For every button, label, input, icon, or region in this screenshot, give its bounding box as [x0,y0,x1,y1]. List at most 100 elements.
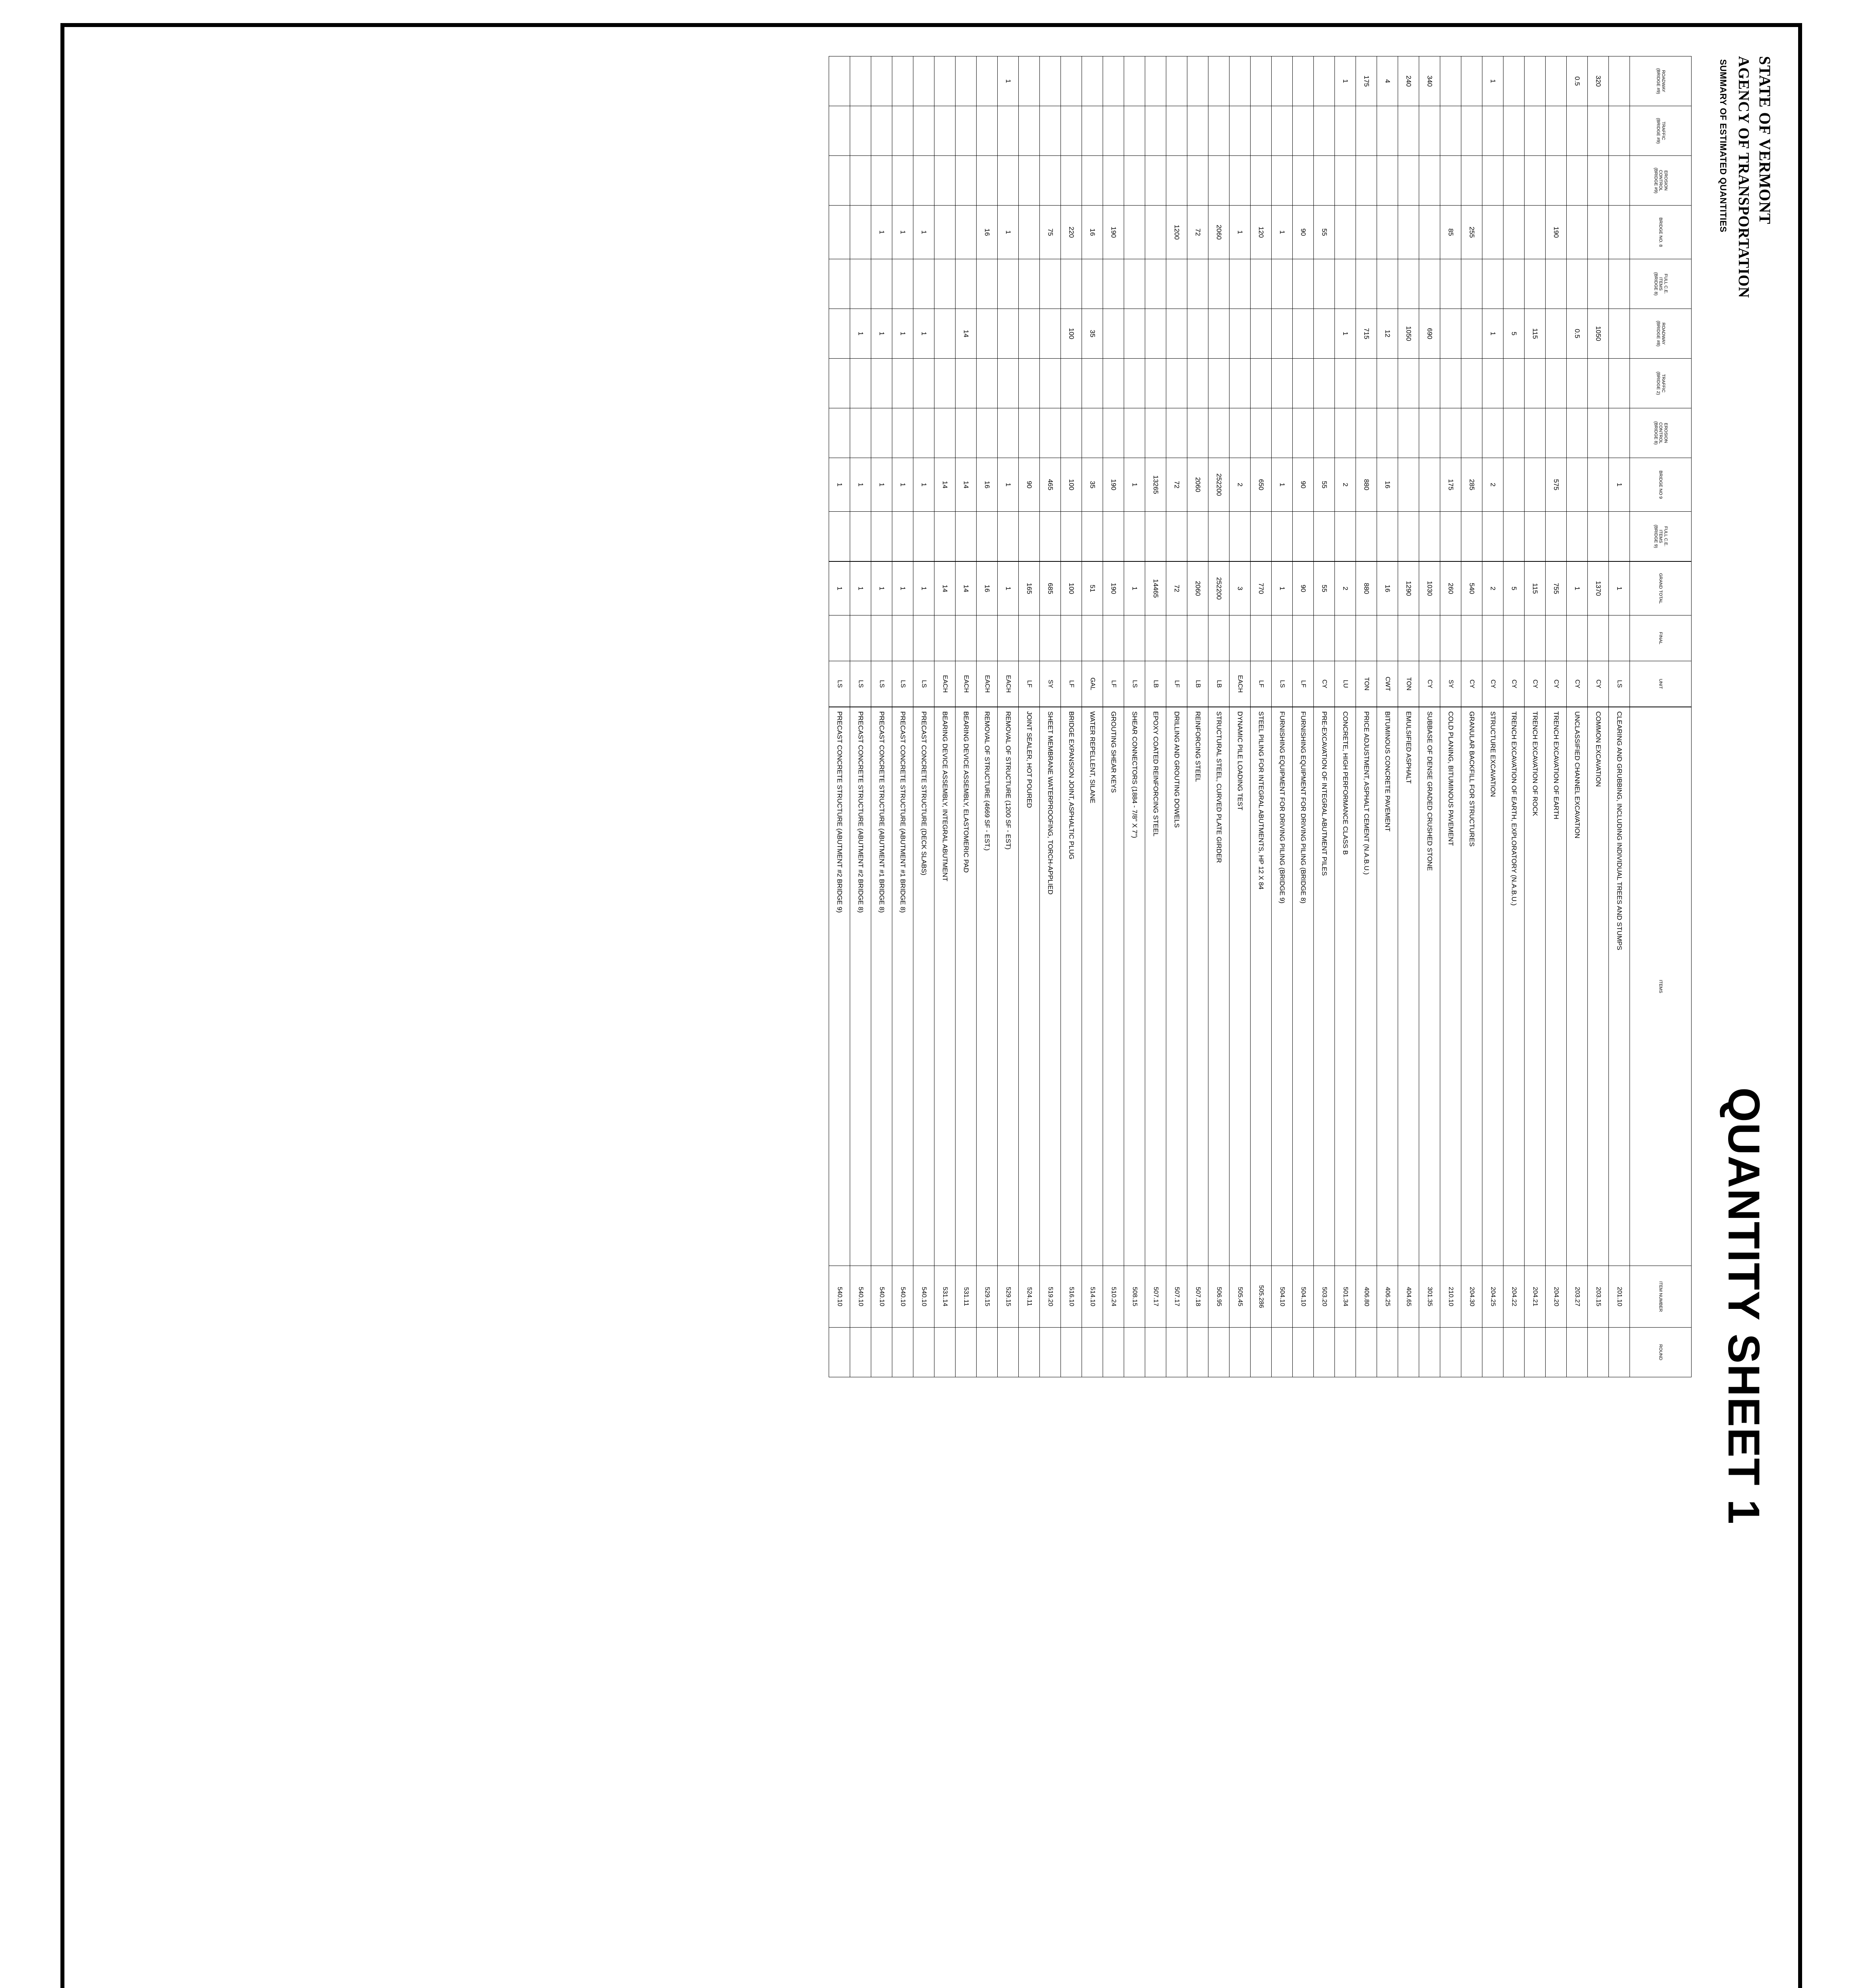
cell-erosion_b8 [1398,408,1419,458]
cell-final [1419,615,1440,661]
cell-bridge_no8: 2060 [1208,205,1230,259]
cell-roadway_b8: 1 [850,309,871,359]
cell-roadway_b9 [850,56,871,106]
cell-fullce_b8 [955,259,977,309]
cell-final [955,615,977,661]
cell-erosion_b8 [976,408,998,458]
cell-fullce_b9 [976,511,998,561]
cell-grand_total: 2 [1334,561,1356,615]
cell-bridge_no8: 1 [913,205,934,259]
cell-round [829,1327,850,1377]
table-row: 16 35 35 51 GAL WATER REPELLENT, SILANE 514.10 [1082,56,1103,1377]
cell-item_number: 203.27 [1566,1266,1588,1328]
cell-roadway_b9: 340 [1419,56,1440,106]
cell-items: CLEARING AND GRUBBING, INCLUDING INDIVID… [1608,707,1630,1266]
cell-roadway_b8 [1166,309,1187,359]
cell-erosion_b9 [1419,155,1440,206]
cell-erosion_b8 [1419,408,1440,458]
table-row: 0.5 0.5 1 CY UNCLASSIFIED CHANNEL EXCAVATION… [1566,56,1588,1377]
cell-final [1145,615,1166,661]
cell-erosion_b9 [1587,155,1609,206]
cell-erosion_b9 [1208,155,1230,206]
cell-bridge_no9: 650 [1250,458,1272,512]
cell-unit: CY [1313,661,1335,707]
cell-roadway_b8 [1208,309,1230,359]
cell-fullce_b9 [1398,511,1419,561]
cell-roadway_b8 [1545,309,1567,359]
cell-items: SUBBASE OF DENSE GRADED CRUSHED STONE [1419,707,1440,1266]
cell-item_number: 540.10 [850,1266,871,1328]
cell-bridge_no8 [1018,205,1040,259]
cell-traffic_b9 [1124,106,1145,156]
cell-final [1039,615,1061,661]
cell-fullce_b9 [1208,511,1230,561]
cell-traffic_b9 [1250,106,1272,156]
cell-roadway_b9: 1 [997,56,1019,106]
table-row: 1 1 1 1 LS PRECAST CONCRETE STRUCTURE (ABUTME… [892,56,913,1377]
cell-fullce_b9 [997,511,1019,561]
cell-items: PRECAST CONCRETE STRUCTURE (DECK SLABS) [913,707,934,1266]
cell-erosion_b9 [913,155,934,206]
cell-traffic_b9 [850,106,871,156]
summary-of-estimated-quantities-label: SUMMARY OF ESTIMATED QUANTITIES [1718,59,1728,233]
cell-final [892,615,913,661]
cell-fullce_b8 [1292,259,1314,309]
cell-fullce_b9 [1482,511,1503,561]
cell-bridge_no8 [1145,205,1166,259]
cell-unit: CY [1503,661,1525,707]
table-row: 72 2060 2060 LB REINFORCING STEEL 507.18 [1187,56,1208,1377]
cell-round [1124,1327,1145,1377]
cell-fullce_b8 [1419,259,1440,309]
cell-bridge_no8: 255 [1461,205,1482,259]
cell-final [1187,615,1208,661]
cell-traffic_b8 [1377,358,1398,408]
cell-fullce_b9 [1503,511,1525,561]
cell-item_number: 540.10 [829,1266,850,1328]
cell-traffic_b8 [829,358,850,408]
table-row: 1 1 LS CLEARING AND GRUBBING, INCLUDING IND… [1608,56,1630,1377]
cell-bridge_no8 [1503,205,1525,259]
cell-erosion_b8 [850,408,871,458]
cell-grand_total: 3 [1229,561,1251,615]
cell-unit: SY [1039,661,1061,707]
cell-fullce_b8 [1124,259,1145,309]
cell-erosion_b8 [1356,408,1377,458]
cell-fullce_b8 [1398,259,1419,309]
cell-fullce_b9 [1461,511,1482,561]
cell-erosion_b9 [934,155,956,206]
cell-unit: EACH [997,661,1019,707]
cell-final [1608,615,1630,661]
cell-grand_total: 1290 [1398,561,1419,615]
cell-bridge_no8 [955,205,977,259]
cell-unit: EACH [955,661,977,707]
cell-bridge_no9: 1 [913,458,934,512]
cell-traffic_b9 [934,106,956,156]
cell-unit: LS [850,661,871,707]
cell-roadway_b8: 1 [913,309,934,359]
cell-items: TRENCH EXCAVATION OF ROCK [1524,707,1546,1266]
cell-items: COMMON EXCAVATION [1587,707,1609,1266]
cell-round [1313,1327,1335,1377]
cell-final [1271,615,1293,661]
cell-round [1503,1327,1525,1377]
cell-traffic_b8 [1250,358,1272,408]
cell-erosion_b8 [1608,408,1630,458]
cell-final [1545,615,1567,661]
cell-erosion_b8 [934,408,956,458]
table-row: 90 165 LF JOINT SEALER, HOT POURED 524.11 [1018,56,1040,1377]
cell-bridge_no8 [1524,205,1546,259]
cell-bridge_no8 [1482,205,1503,259]
cell-erosion_b8 [1440,408,1461,458]
cell-item_number: 506.95 [1208,1266,1230,1328]
cell-fullce_b9 [1039,511,1061,561]
cell-fullce_b8 [1250,259,1272,309]
cell-fullce_b8 [1524,259,1546,309]
cell-item_number: 510.24 [1103,1266,1124,1328]
cell-roadway_b9 [1503,56,1525,106]
cell-bridge_no9: 2 [1482,458,1503,512]
cell-fullce_b9 [1356,511,1377,561]
cell-fullce_b9 [934,511,956,561]
cell-round [850,1327,871,1377]
cell-bridge_no9: 35 [1082,458,1103,512]
table-row: 320 1050 1370 CY COMMON EXCAVATION 203.15 [1587,56,1609,1377]
